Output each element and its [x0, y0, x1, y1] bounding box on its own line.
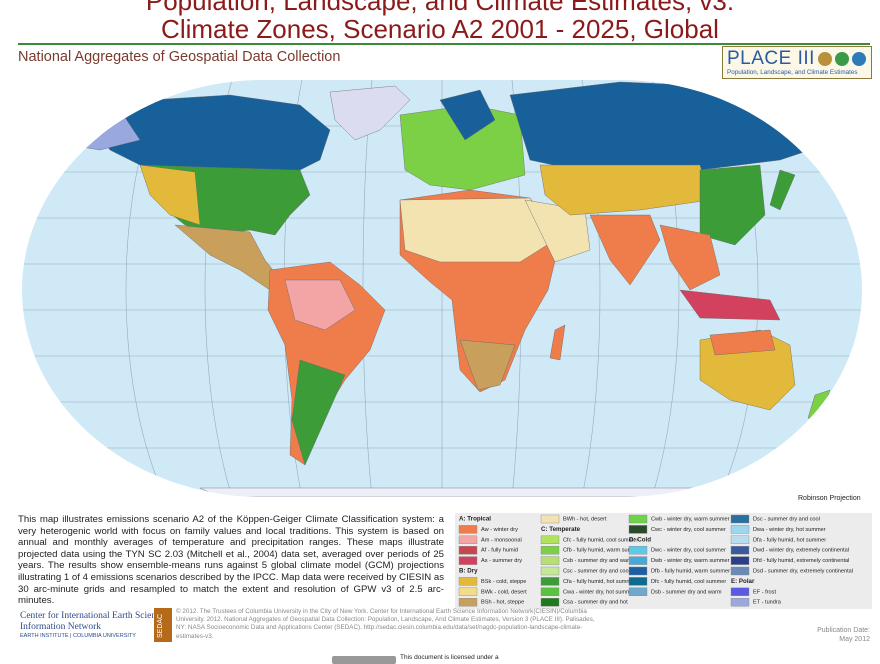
legend-swatch [628, 587, 648, 597]
legend-label: BSk - cold, steppe [481, 579, 526, 585]
sedac-text: SEDAC [157, 613, 164, 638]
legend-label: Cwb - winter dry, warm summer [651, 516, 730, 522]
org-sub: EARTH INSTITUTE | COLUMBIA UNIVERSITY [20, 633, 136, 639]
legend-swatch [628, 566, 648, 576]
legend-label: Dwc - winter dry, cool summer [651, 548, 726, 554]
legend-label: Dsb - summer dry and warm [651, 589, 722, 595]
legend-label: ET - tundra [753, 600, 782, 606]
org-logo: Center for International Earth Science I… [20, 611, 165, 639]
subtitle: National Aggregates of Geospatial Data C… [18, 49, 341, 65]
legend-label: Dfc - fully humid, cool summer [651, 579, 726, 585]
pub-date: May 2012 [839, 636, 870, 643]
legend-swatch [540, 566, 560, 576]
logo-tagline: Population, Landscape, and Climate Estim… [727, 69, 858, 76]
legend-swatch [458, 577, 478, 586]
legend-swatch [730, 566, 750, 576]
legend-swatch [730, 597, 750, 607]
legend-box [455, 513, 872, 609]
legend-label: Dfd - fully humid, extremely continental [753, 558, 849, 564]
publication: Publication Date: May 2012 [790, 626, 870, 644]
legend-heading: E: Polar [731, 578, 755, 585]
legend-swatch [628, 556, 648, 565]
legend-label: Dfb - fully humid, warm summer [651, 568, 730, 574]
legend-swatch [458, 535, 478, 544]
legend-label: Dwa - winter dry, hot summer [753, 527, 826, 533]
sedac-logo: SEDAC [154, 608, 172, 642]
projection-label: Robinson Projection [798, 495, 861, 502]
legend-swatch [458, 597, 478, 607]
legend-label: Cwc - winter dry, cool summer [651, 527, 726, 533]
logo: PLACE III Population, Landscape, and Cli… [722, 46, 872, 79]
legend-heading: B: Dry [459, 568, 478, 575]
legend-label: Dwd - winter dry, extremely continental [753, 548, 849, 554]
citation: © 2012. The Trustees of Columbia Univers… [176, 608, 595, 640]
legend-label: BWk - cold, desert [481, 589, 527, 595]
legend-swatch [540, 587, 560, 597]
legend-heading: C: Temperate [541, 526, 581, 533]
legend-label: EF - frost [753, 589, 776, 595]
title-line2: Climate Zones, Scenario A2 2001 - 2025, … [161, 14, 719, 44]
legend-swatch [540, 514, 560, 524]
legend-label: Aw - winter dry [481, 527, 518, 533]
title-line1: Population, Landscape, and Climate Estim… [145, 0, 735, 16]
description: This map illustrates emissions scenario … [18, 514, 444, 607]
legend-swatch [458, 587, 478, 597]
legend-swatch [730, 546, 750, 555]
org-name: Center for International Earth Science I… [20, 611, 165, 632]
legend-label: Dsc - summer dry and cool [753, 516, 820, 522]
license: This document is licensed under a [400, 654, 499, 661]
legend-label: Csc - summer dry and cool [563, 568, 630, 574]
legend-label: BWh - hot, desert [563, 516, 607, 522]
legend-swatch [540, 577, 560, 586]
legend-label: Csa - summer dry and hot [563, 600, 628, 606]
divider [18, 43, 870, 45]
legend-label: Dsd - summer dry, extremely continental [753, 568, 853, 574]
legend-swatch [730, 535, 750, 544]
legend-label: Dfa - fully humid, hot summer [753, 537, 826, 543]
legend-swatch [730, 525, 750, 534]
legend-label: Am - monsoonal [481, 537, 522, 543]
legend-swatch [540, 546, 560, 555]
legend-swatch [540, 556, 560, 565]
pub-label: Publication Date: [817, 627, 870, 634]
legend-label: Cfa - fully humid, hot summer [563, 579, 636, 585]
legend-label: Af - fully humid [481, 548, 518, 554]
legend-swatch [730, 514, 750, 524]
legend-label: Cfc - fully humid, cool summer [563, 537, 638, 543]
legend-heading: D: Cold [629, 536, 651, 543]
legend-label: As - summer dry [481, 558, 522, 564]
legend-swatch [730, 556, 750, 565]
legend-swatch [458, 525, 478, 534]
legend-swatch [730, 587, 750, 597]
legend-swatch [628, 546, 648, 555]
legend-label: Cfb - fully humid, warm summer [563, 548, 642, 554]
legend-swatch [540, 597, 560, 607]
legend-swatch [628, 577, 648, 586]
legend-label: BSh - hot, steppe [481, 600, 524, 606]
legend-swatch [628, 525, 648, 534]
logo-icons [818, 52, 866, 66]
legend-swatch [540, 535, 560, 544]
legend-label: Csb - summer dry and warm [563, 558, 634, 564]
legend-label: Dwb - winter dry, warm summer [651, 558, 730, 564]
map: Robinson Projection [22, 80, 862, 502]
legend-label: Cwa - winter dry, hot summer [563, 589, 636, 595]
legend-swatch [458, 556, 478, 565]
legend-swatch [628, 514, 648, 524]
logo-name: PLACE III [727, 48, 815, 69]
legend-swatch [458, 546, 478, 555]
legend-heading: A: Tropical [459, 516, 491, 523]
legend: A: Tropical Aw - winter dry Am - monsoonal… [455, 513, 872, 609]
license-badge [332, 656, 396, 664]
